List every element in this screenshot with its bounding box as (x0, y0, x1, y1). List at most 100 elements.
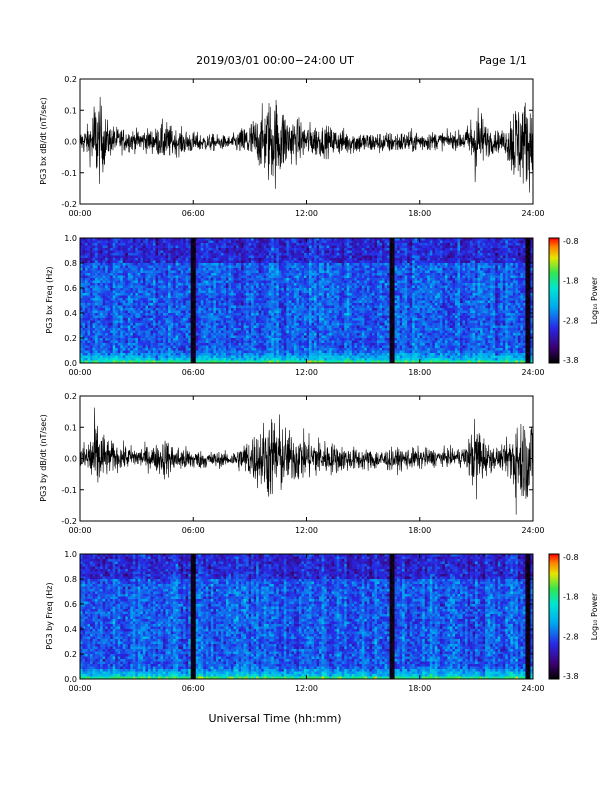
spectrogram-cell (125, 246, 128, 249)
spectrogram-cell (113, 303, 116, 306)
spectrogram-cell (171, 241, 174, 244)
spectrogram-cell (156, 241, 159, 244)
spectrogram-cell (123, 258, 126, 261)
spectrogram-cell (168, 326, 171, 329)
spectrogram-cell (188, 273, 191, 276)
spectrogram-cell (135, 261, 138, 264)
spectrogram-cell (168, 313, 171, 316)
spectrogram-cell (140, 308, 143, 311)
spectrogram-cell (145, 248, 148, 251)
spectrogram-cell (176, 328, 179, 331)
spectrogram-cell (178, 336, 181, 339)
spectrogram-cell (135, 241, 138, 244)
spectrogram-cell (125, 273, 128, 276)
spectrogram-cell (103, 356, 106, 359)
spectrogram-cell (161, 283, 164, 286)
spectrogram-cell (183, 283, 186, 286)
spectrogram-cell (125, 281, 128, 284)
spectrogram-cell (191, 263, 194, 266)
spectrogram-cell (118, 341, 121, 344)
spectrogram-cell (173, 313, 176, 316)
spectrogram-cell (188, 343, 191, 346)
spectrogram-cell (166, 298, 169, 301)
spectrogram-cell (110, 296, 113, 299)
spectrogram-cell (103, 323, 106, 326)
spectrogram-cell (113, 351, 116, 354)
spectrogram-cell (123, 301, 126, 304)
spectrogram-cell (176, 316, 179, 319)
spectrogram-cell (123, 326, 126, 329)
spectrogram-cell (163, 306, 166, 309)
spectrogram-cell (166, 273, 169, 276)
spectrogram-cell (133, 328, 136, 331)
spectrogram-cell (98, 253, 101, 256)
spectrogram-cell (130, 321, 133, 324)
spectrogram-cell (148, 306, 151, 309)
spectrogram-cell (153, 343, 156, 346)
spectrogram-cell (140, 268, 143, 271)
spectrogram-cell (123, 308, 126, 311)
spectrogram-cell (140, 243, 143, 246)
spectrogram-cell (98, 261, 101, 264)
spectrogram-cell (153, 318, 156, 321)
spectrogram-cell (133, 321, 136, 324)
spectrogram-cell (95, 251, 98, 254)
spectrogram-cell (161, 331, 164, 334)
spectrogram-cell (183, 328, 186, 331)
spectrogram-cell (176, 333, 179, 336)
spectrogram-cell (118, 306, 121, 309)
spectrogram-cell (100, 273, 103, 276)
spectrogram-cell (130, 333, 133, 336)
spectrogram-cell (178, 323, 181, 326)
spectrogram-cell (163, 333, 166, 336)
spectrogram-cell (145, 321, 148, 324)
spectrogram-cell (133, 263, 136, 266)
spectrogram-cell (178, 301, 181, 304)
spectrogram-cell (171, 246, 174, 249)
spectrogram-cell (128, 243, 131, 246)
spectrogram-cell (193, 243, 196, 246)
spectrogram-cell (123, 316, 126, 319)
spectrogram-cell (100, 318, 103, 321)
spectrogram-cell (168, 323, 171, 326)
spectrogram-cell (118, 313, 121, 316)
spectrogram-cell (181, 258, 184, 261)
spectrogram-cell (138, 316, 141, 319)
spectrogram-cell (128, 343, 131, 346)
spectrogram-cell (103, 331, 106, 334)
spectrogram-cell (100, 278, 103, 281)
spectrogram-cell (85, 243, 88, 246)
spectrogram-cell (153, 313, 156, 316)
spectrogram-cell (153, 271, 156, 274)
spectrogram-cell (88, 328, 91, 331)
spectrogram-cell (95, 341, 98, 344)
spectrogram-cell (138, 268, 141, 271)
spectrogram-cell (173, 303, 176, 306)
spectrogram-cell (150, 248, 153, 251)
spectrogram-cell (113, 241, 116, 244)
spectrogram-cell (181, 318, 184, 321)
spectrogram-cell (150, 306, 153, 309)
spectrogram-cell (176, 253, 179, 256)
spectrogram-cell (138, 326, 141, 329)
spectrogram-cell (150, 336, 153, 339)
spectrogram-cell (173, 278, 176, 281)
spectrogram-cell (108, 316, 111, 319)
spectrogram-cell (95, 248, 98, 251)
spectrogram-cell (108, 318, 111, 321)
spectrogram-cell (178, 276, 181, 279)
spectrogram-cell (125, 308, 128, 311)
spectrogram-cell (108, 248, 111, 251)
spectrogram-cell (153, 283, 156, 286)
spectrogram-cell (178, 291, 181, 294)
spectrogram-cell (140, 346, 143, 349)
spectrogram-cell (168, 316, 171, 319)
spectrogram-cell (140, 358, 143, 361)
spectrogram-cell (168, 298, 171, 301)
spectrogram-cell (173, 288, 176, 291)
spectrogram-cell (125, 291, 128, 294)
spectrogram-cell (128, 258, 131, 261)
spectrogram-cell (98, 353, 101, 356)
spectrogram-cell (115, 316, 118, 319)
